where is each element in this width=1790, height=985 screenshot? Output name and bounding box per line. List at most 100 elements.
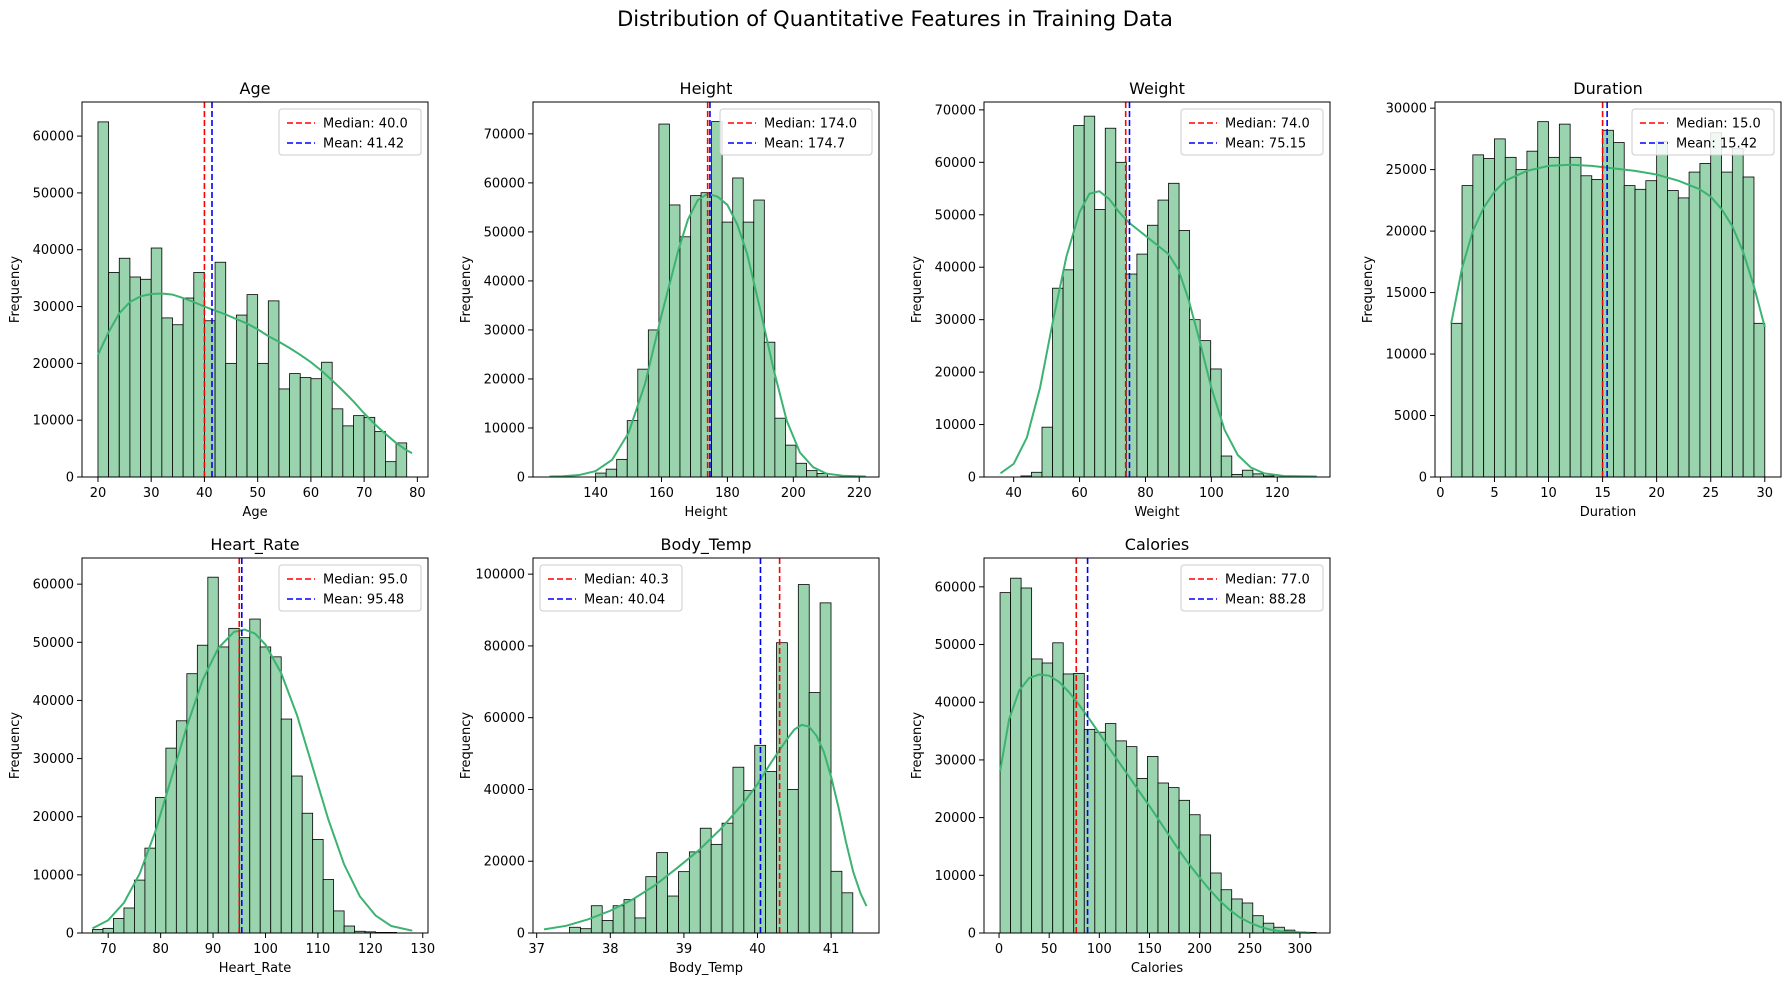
histogram-bars xyxy=(595,121,828,478)
histogram-bar xyxy=(732,177,744,478)
histogram-bar xyxy=(97,121,110,478)
histogram-bar xyxy=(605,468,618,478)
histogram-bar xyxy=(806,470,818,478)
subplot-title: Calories xyxy=(1125,535,1189,554)
histogram-bar xyxy=(214,261,227,478)
histogram-bar xyxy=(204,320,216,478)
histogram-bar xyxy=(280,718,293,934)
histogram-bars xyxy=(1450,121,1766,478)
histogram-bar xyxy=(765,771,777,934)
histogram-bar xyxy=(637,368,649,478)
legend-mean-label: Mean: 95.48 xyxy=(323,593,404,608)
axes-frame xyxy=(81,557,429,934)
histogram-bar xyxy=(795,462,807,478)
x-tick-label: 120 xyxy=(1265,486,1290,501)
x-tick-label: 15 xyxy=(1594,486,1611,501)
x-tick-label: 40 xyxy=(196,486,213,501)
x-tick-label: 60 xyxy=(303,486,320,501)
subplot-body-temp: 37 38 39 40 41 0 20000 40000 60000 80000 100000 Bod… xyxy=(459,535,880,976)
y-tick-label: 0 xyxy=(517,471,525,486)
y-tick-label: 30000 xyxy=(484,323,525,338)
axes-frame xyxy=(983,557,1331,934)
y-tick-label: 60000 xyxy=(935,156,976,171)
kde-curve xyxy=(97,292,413,455)
histogram-bar xyxy=(1168,787,1180,934)
histogram-bar xyxy=(235,314,248,478)
histogram-bar xyxy=(690,195,702,478)
histogram-bar xyxy=(710,843,723,934)
legend-median-label: Median: 77.0 xyxy=(1225,573,1310,588)
histogram-bar xyxy=(1580,175,1593,478)
subplot-title: Heart_Rate xyxy=(210,535,299,555)
histogram-bar xyxy=(129,276,141,478)
histogram-bar xyxy=(161,317,173,478)
histogram-bars xyxy=(569,584,854,934)
y-axis-label: Frequency xyxy=(8,712,23,779)
y-tick-label: 30000 xyxy=(935,313,976,328)
histogram-bar xyxy=(787,789,799,934)
kde-curve xyxy=(549,192,866,478)
histogram-bar xyxy=(257,362,269,478)
histogram-bar xyxy=(732,766,745,934)
histogram-bar xyxy=(331,408,344,478)
histogram-bars xyxy=(1020,115,1275,478)
legend: Median: 77.0 Mean: 88.28 xyxy=(1180,564,1324,612)
legend: Median: 15.0 Mean: 15.42 xyxy=(1631,108,1775,156)
histogram-bar xyxy=(353,415,365,478)
x-tick-label: 80 xyxy=(152,942,169,957)
histogram-bar xyxy=(108,272,120,478)
histogram-bar xyxy=(774,417,786,478)
kde-curve xyxy=(92,628,413,932)
y-tick-label: 40000 xyxy=(484,274,525,289)
histogram-bar xyxy=(797,584,810,934)
histogram-bar xyxy=(658,123,670,478)
axes-frame xyxy=(532,557,880,934)
x-tick-label: 130 xyxy=(410,942,435,957)
histogram-bar xyxy=(1569,156,1582,478)
x-tick-label: 150 xyxy=(1137,942,1162,957)
histogram-bar xyxy=(595,472,607,478)
histogram-bar xyxy=(700,192,712,478)
histogram-bar xyxy=(1157,199,1169,478)
x-tick-label: 200 xyxy=(781,486,806,501)
y-tick-label: 50000 xyxy=(484,225,525,240)
x-tick-label: 120 xyxy=(358,942,383,957)
subplot-title: Height xyxy=(680,79,733,98)
x-tick-label: 50 xyxy=(1041,942,1058,957)
histogram-bar xyxy=(1178,799,1190,934)
histogram-bar xyxy=(1010,577,1022,934)
x-tick-label: 60 xyxy=(1071,486,1088,501)
histogram-bar xyxy=(785,444,797,478)
x-tick-label: 40 xyxy=(749,942,766,957)
x-tick-label: 80 xyxy=(409,486,426,501)
legend-box xyxy=(719,108,873,156)
histogram-bar xyxy=(291,775,303,934)
x-tick-label: 40 xyxy=(1005,486,1022,501)
histogram-bar xyxy=(721,822,734,934)
histogram-bar xyxy=(228,627,240,934)
y-tick-label: 30000 xyxy=(935,753,976,768)
subplot-height: 140 160 180 200 220 0 10000 20000 30000 40000 5000… xyxy=(459,79,880,520)
y-tick-label: 25000 xyxy=(1386,163,1427,178)
legend: Median: 174.0 Mean: 174.7 xyxy=(719,108,873,156)
histogram-bar xyxy=(172,324,184,478)
y-tick-label: 60000 xyxy=(33,130,74,145)
legend-mean-label: Mean: 88.28 xyxy=(1225,593,1306,608)
y-tick-label: 60000 xyxy=(33,578,74,593)
y-tick-label: 40000 xyxy=(33,243,74,258)
histogram-bar xyxy=(1210,368,1222,478)
y-tick-label: 5000 xyxy=(1394,409,1427,424)
histogram-bar xyxy=(1667,190,1679,478)
histogram-bar xyxy=(1073,125,1085,478)
histogram-bar xyxy=(385,461,397,478)
y-tick-label: 50000 xyxy=(935,638,976,653)
y-tick-label: 60000 xyxy=(484,176,525,191)
y-axis-label: Frequency xyxy=(910,712,925,779)
histogram-bar xyxy=(1020,587,1033,934)
y-tick-label: 20000 xyxy=(935,811,976,826)
y-tick-label: 40000 xyxy=(33,694,74,709)
histogram-bar xyxy=(225,362,237,478)
x-axis-label: Body_Temp xyxy=(669,961,743,976)
histogram-bar xyxy=(612,905,625,934)
y-tick-label: 0 xyxy=(968,471,976,486)
